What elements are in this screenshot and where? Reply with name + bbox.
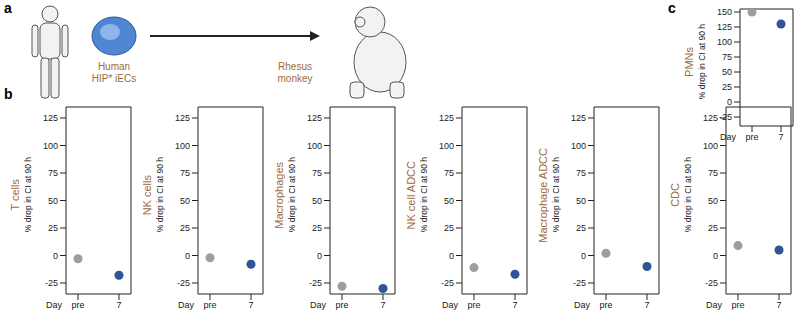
- svg-text:25: 25: [444, 223, 454, 233]
- svg-text:100: 100: [175, 141, 190, 151]
- svg-text:-25: -25: [177, 278, 190, 288]
- svg-text:-25: -25: [441, 278, 454, 288]
- svg-text:Day: Day: [720, 132, 737, 142]
- svg-text:100: 100: [703, 141, 718, 151]
- svg-text:125: 125: [175, 113, 190, 123]
- svg-text:50: 50: [180, 196, 190, 206]
- svg-text:Day: Day: [442, 300, 459, 310]
- html-text:% drop in CI at 90 h: % drop in CI at 90 h: [419, 157, 429, 233]
- svg-text:-25: -25: [705, 278, 718, 288]
- svg-text:Human: Human: [98, 61, 130, 72]
- svg-text:pre: pre: [731, 300, 744, 310]
- html-text:b: b: [4, 86, 13, 102]
- svg-text:Day: Day: [574, 300, 591, 310]
- svg-text:7: 7: [380, 300, 385, 310]
- svg-text:125: 125: [439, 113, 454, 123]
- html-text:CDC: CDC: [669, 183, 681, 207]
- svg-text:100: 100: [307, 141, 322, 151]
- svg-text:pre: pre: [467, 300, 480, 310]
- svg-text:0: 0: [727, 97, 732, 107]
- svg-text:75: 75: [48, 168, 58, 178]
- svg-text:75: 75: [722, 52, 732, 62]
- svg-text:75: 75: [576, 168, 586, 178]
- html-text:% drop in CI at 90 h: % drop in CI at 90 h: [287, 157, 297, 233]
- html-text:NK cells: NK cells: [141, 174, 153, 216]
- html-text:a: a: [4, 0, 12, 16]
- svg-text:0: 0: [713, 251, 718, 261]
- svg-text:100: 100: [571, 141, 586, 151]
- svg-text:HIP* iECs: HIP* iECs: [92, 73, 136, 84]
- svg-text:25: 25: [312, 223, 322, 233]
- svg-text:50: 50: [444, 196, 454, 206]
- html-text:T cells: T cells: [9, 179, 21, 211]
- svg-text:100: 100: [43, 141, 58, 151]
- svg-text:25: 25: [576, 223, 586, 233]
- svg-text:75: 75: [180, 168, 190, 178]
- html-text:% drop in CI at 90 h: % drop in CI at 90 h: [551, 157, 561, 233]
- svg-text:125: 125: [307, 113, 322, 123]
- svg-text:7: 7: [512, 300, 517, 310]
- svg-text:25: 25: [48, 223, 58, 233]
- svg-text:25: 25: [708, 223, 718, 233]
- svg-text:Day: Day: [706, 300, 723, 310]
- svg-text:7: 7: [644, 300, 649, 310]
- svg-text:25: 25: [180, 223, 190, 233]
- svg-text:50: 50: [48, 196, 58, 206]
- html-text:PMNs: PMNs: [683, 47, 695, 77]
- html-text:Macrophage ADCC: Macrophage ADCC: [537, 147, 549, 243]
- svg-text:pre: pre: [745, 132, 758, 142]
- html-text:Macrophages: Macrophages: [273, 161, 285, 229]
- svg-text:25: 25: [722, 82, 732, 92]
- svg-text:Rhesus: Rhesus: [278, 61, 312, 72]
- svg-text:7: 7: [116, 300, 121, 310]
- svg-text:-25: -25: [309, 278, 322, 288]
- svg-text:pre: pre: [203, 300, 216, 310]
- html-text:% drop in CI at 90 h: % drop in CI at 90 h: [155, 157, 165, 233]
- svg-text:pre: pre: [335, 300, 348, 310]
- html-text:% drop in CI at 90 h: % drop in CI at 90 h: [697, 24, 707, 100]
- svg-text:pre: pre: [599, 300, 612, 310]
- svg-text:0: 0: [185, 251, 190, 261]
- svg-text:-25: -25: [719, 112, 732, 122]
- svg-text:0: 0: [317, 251, 322, 261]
- svg-text:125: 125: [43, 113, 58, 123]
- svg-text:50: 50: [722, 67, 732, 77]
- svg-text:75: 75: [708, 168, 718, 178]
- html-text:c: c: [668, 0, 676, 16]
- svg-text:Day: Day: [178, 300, 195, 310]
- svg-text:100: 100: [717, 37, 732, 47]
- svg-text:Day: Day: [310, 300, 327, 310]
- svg-text:7: 7: [778, 132, 783, 142]
- svg-text:150: 150: [717, 7, 732, 17]
- svg-text:-25: -25: [573, 278, 586, 288]
- svg-text:7: 7: [776, 300, 781, 310]
- svg-text:-25: -25: [45, 278, 58, 288]
- svg-text:50: 50: [312, 196, 322, 206]
- svg-text:125: 125: [571, 113, 586, 123]
- svg-text:monkey: monkey: [277, 73, 312, 84]
- svg-text:0: 0: [581, 251, 586, 261]
- svg-text:50: 50: [576, 196, 586, 206]
- svg-text:Day: Day: [46, 300, 63, 310]
- svg-text:0: 0: [449, 251, 454, 261]
- svg-text:75: 75: [444, 168, 454, 178]
- svg-text:125: 125: [717, 22, 732, 32]
- html-text:% drop in CI at 90 h: % drop in CI at 90 h: [23, 157, 33, 233]
- svg-text:pre: pre: [71, 300, 84, 310]
- html-text:NK cell ADCC: NK cell ADCC: [405, 160, 417, 230]
- svg-text:50: 50: [708, 196, 718, 206]
- svg-text:75: 75: [312, 168, 322, 178]
- svg-text:100: 100: [439, 141, 454, 151]
- svg-text:125: 125: [703, 113, 718, 123]
- svg-text:0: 0: [53, 251, 58, 261]
- svg-text:7: 7: [248, 300, 253, 310]
- html-text:% drop in CI at 90 h: % drop in CI at 90 h: [683, 157, 693, 233]
